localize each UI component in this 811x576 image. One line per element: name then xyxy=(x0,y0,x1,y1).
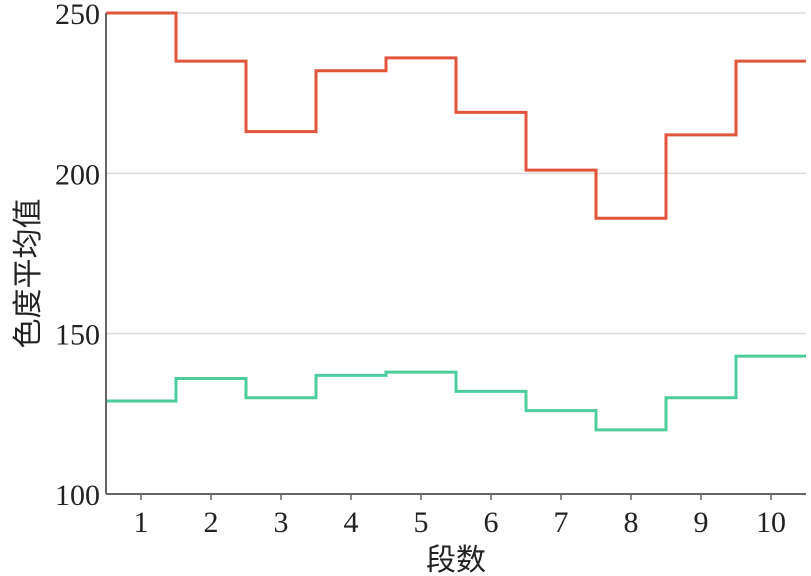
series-layer xyxy=(106,11,806,432)
axes xyxy=(105,13,806,500)
x-tick-label: 6 xyxy=(484,506,499,539)
y-axis-title: 色度平均值 xyxy=(11,199,46,349)
y-tick-label: 250 xyxy=(55,0,100,31)
x-tick-label: 2 xyxy=(204,506,219,539)
x-tick-label: 7 xyxy=(554,506,569,539)
x-tick-label: 1 xyxy=(134,506,149,539)
y-tick-label: 150 xyxy=(55,319,100,352)
series-line-2 xyxy=(106,354,806,432)
series-line-1 xyxy=(106,11,806,220)
x-axis-title: 段数 xyxy=(426,543,486,576)
y-tick-label: 100 xyxy=(55,479,100,512)
x-tick-label: 8 xyxy=(624,506,639,539)
y-tick-label: 200 xyxy=(55,158,100,191)
tick-labels: 100 150 200 250 1 2 3 4 5 6 7 8 9 10 xyxy=(55,0,786,539)
x-tick-label: 4 xyxy=(344,506,359,539)
x-tick-label: 3 xyxy=(274,506,289,539)
x-tick-label: 10 xyxy=(756,506,786,539)
x-tick-label: 9 xyxy=(694,506,709,539)
grid xyxy=(106,12,806,335)
x-tick-label: 5 xyxy=(414,506,429,539)
